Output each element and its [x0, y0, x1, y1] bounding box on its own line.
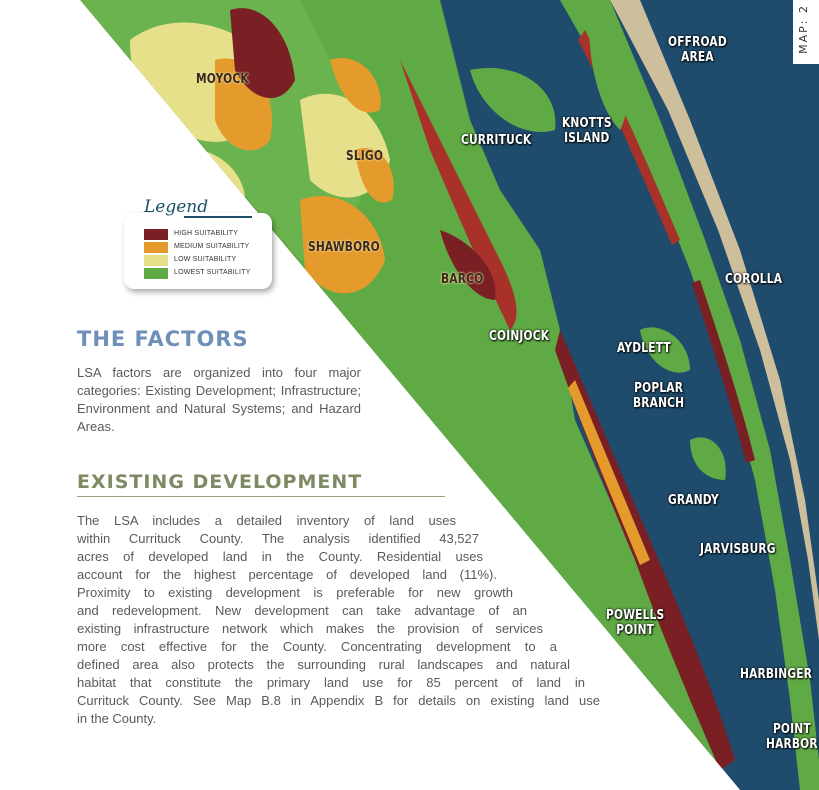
paragraph-line: more cost effective for the County. Conc…	[77, 639, 557, 654]
page-diagonal	[0, 0, 740, 790]
label-poplar-branch: POPLAR BRANCH	[633, 381, 685, 411]
paragraph-line: Proximity to existing development is pre…	[77, 585, 513, 600]
paragraph-line: account for the highest percentage of de…	[77, 567, 497, 582]
label-harbinger: HARBINGER	[740, 667, 813, 682]
legend-swatch-medium	[144, 242, 168, 253]
paragraph-line: and redevelopment. New development can t…	[77, 603, 527, 618]
paragraph-factors: LSA factors are organized into four majo…	[77, 365, 361, 434]
map-number-text: MAP: 2	[797, 4, 810, 54]
legend-swatch-high	[144, 229, 168, 240]
label-sligo: SLIGO	[346, 149, 384, 164]
paragraph-line: defined area also protects the surroundi…	[77, 657, 570, 672]
label-grandy: GRANDY	[668, 493, 719, 508]
heading-the-factors: THE FACTORS	[77, 327, 249, 351]
legend-title: Legend	[144, 197, 209, 217]
legend-swatch-low	[144, 255, 168, 266]
label-barco: BARCO	[441, 272, 484, 287]
paragraph-line: within Currituck County. The analysis id…	[77, 531, 479, 546]
barrier-island	[560, 0, 819, 790]
paragraph-line: existing infrastructure network which ma…	[77, 621, 543, 636]
legend-label-medium: MEDIUM SUITABILITY	[174, 243, 250, 250]
label-currituck: CURRITUCK	[461, 133, 532, 148]
legend-label-high: HIGH SUITABILITY	[174, 230, 239, 237]
label-offroad-area: OFFROAD AREA	[668, 35, 727, 65]
heading-underline	[77, 496, 445, 497]
paragraph-line: The LSA includes a detailed inventory of…	[77, 513, 456, 528]
paragraph-line: Currituck County. See Map B.8 in Appendi…	[77, 693, 600, 708]
label-jarvisburg: JARVISBURG	[700, 542, 776, 557]
map-number-tag: MAP: 2	[793, 0, 819, 64]
label-aydlett: AYDLETT	[617, 341, 671, 356]
label-moyock: MOYOCK	[196, 72, 249, 87]
heading-existing-development: EXISTING DEVELOPMENT	[77, 471, 363, 493]
label-corolla: COROLLA	[725, 272, 783, 287]
legend-label-low: LOW SUITABILITY	[174, 256, 237, 263]
paragraph-line: in the County.	[77, 711, 157, 726]
map-legend: Legend HIGH SUITABILITY MEDIUM SUITABILI…	[124, 197, 272, 289]
label-shawboro: SHAWBORO	[308, 240, 380, 255]
label-coinjock: COINJOCK	[489, 329, 550, 344]
paragraph-line: habitat that constitute the primary land…	[77, 675, 585, 690]
legend-label-lowest: LOWEST SUITABILITY	[174, 269, 251, 276]
legend-title-rule	[184, 216, 252, 218]
paragraph-line: acres of developed land in the County. R…	[77, 549, 483, 564]
label-powells-point: POWELLS POINT	[606, 608, 665, 638]
legend-swatch-lowest	[144, 268, 168, 279]
label-knotts-island: KNOTTS ISLAND	[562, 116, 612, 146]
label-point-harbor: POINT HARBOR	[766, 722, 818, 752]
